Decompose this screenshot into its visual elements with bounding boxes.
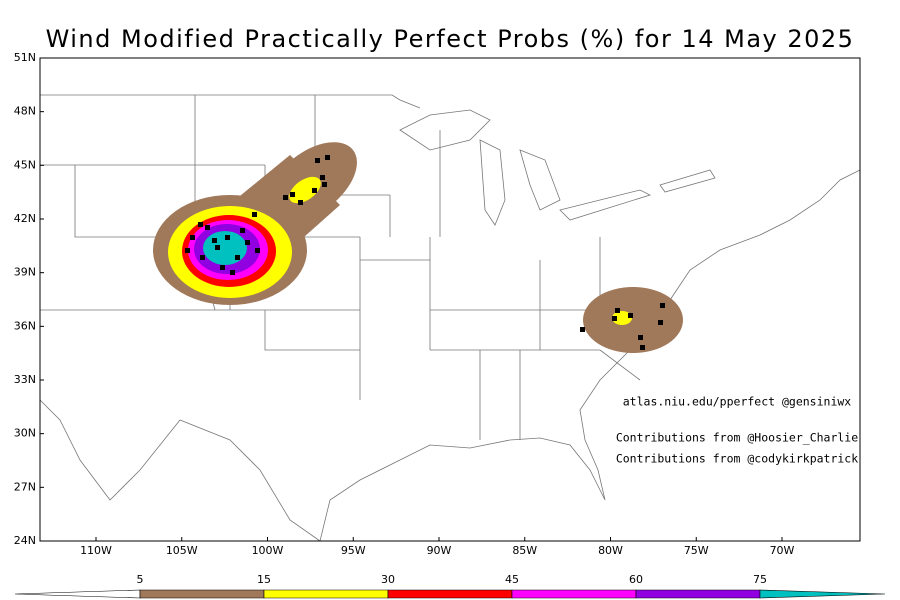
- colorbar-swatch: [511, 589, 637, 599]
- prob-contour: [289, 176, 321, 204]
- colorbar-swatch: [14, 589, 141, 599]
- lake: [559, 189, 652, 221]
- lon-label: 75W: [684, 544, 709, 557]
- lon-label: 100W: [252, 544, 284, 557]
- lon-label: 110W: [80, 544, 112, 557]
- basemap: [39, 94, 861, 542]
- colorbar-label: 45: [505, 573, 519, 586]
- lat-label: 48N: [14, 105, 36, 118]
- probability-contours: [153, 142, 683, 353]
- lat-label: 51N: [14, 51, 36, 64]
- colorbar-label: 30: [381, 573, 395, 586]
- colorbar-label: 5: [137, 573, 144, 586]
- prob-contour: [583, 287, 683, 353]
- lon-label: 95W: [341, 544, 366, 557]
- map-title: Wind Modified Practically Perfect Probs …: [46, 25, 855, 53]
- coastline: [319, 169, 861, 542]
- lat-label: 24N: [14, 534, 36, 547]
- border: [39, 399, 321, 542]
- colorbar-label: 15: [257, 573, 271, 586]
- colorbar: 5 15 30 45 60 75: [14, 573, 886, 599]
- axes: 51N 48N 45N 42N 39N 36N 33N 30N 27N 24N 110W 105W 10…: [14, 51, 795, 557]
- colorbar-swatch: [759, 589, 886, 599]
- credit: Contributions from @Hoosier_Charlie: [616, 431, 858, 445]
- reports: [185, 155, 665, 350]
- colorbar-swatch: [139, 589, 265, 599]
- lat-label: 42N: [14, 212, 36, 225]
- colorbar-swatch: [387, 589, 513, 599]
- colorbar-label: 60: [629, 573, 643, 586]
- lat-label: 27N: [14, 480, 36, 493]
- credit: atlas.niu.edu/pperfect @gensiniwx: [623, 395, 852, 409]
- lake: [519, 149, 561, 211]
- lat-label: 45N: [14, 158, 36, 171]
- lon-label: 85W: [512, 544, 537, 557]
- lat-label: 39N: [14, 266, 36, 279]
- lake: [479, 139, 506, 226]
- colorbar-label: 75: [753, 573, 767, 586]
- map-frame: [39, 57, 861, 542]
- lon-label: 105W: [166, 544, 198, 557]
- prob-contour: [612, 311, 632, 325]
- colorbar-swatch: [263, 589, 389, 599]
- lon-label: 90W: [427, 544, 452, 557]
- border: [40, 94, 421, 109]
- lon-label: 70W: [770, 544, 795, 557]
- state-borders: [39, 95, 680, 440]
- lat-label: 36N: [14, 319, 36, 332]
- colorbar-swatch: [635, 589, 761, 599]
- lat-label: 33N: [14, 373, 36, 386]
- credit: Contributions from @codykirkpatrick: [616, 452, 858, 466]
- lake: [659, 169, 716, 193]
- lat-label: 30N: [14, 427, 36, 440]
- lake: [399, 109, 491, 151]
- lon-label: 80W: [598, 544, 623, 557]
